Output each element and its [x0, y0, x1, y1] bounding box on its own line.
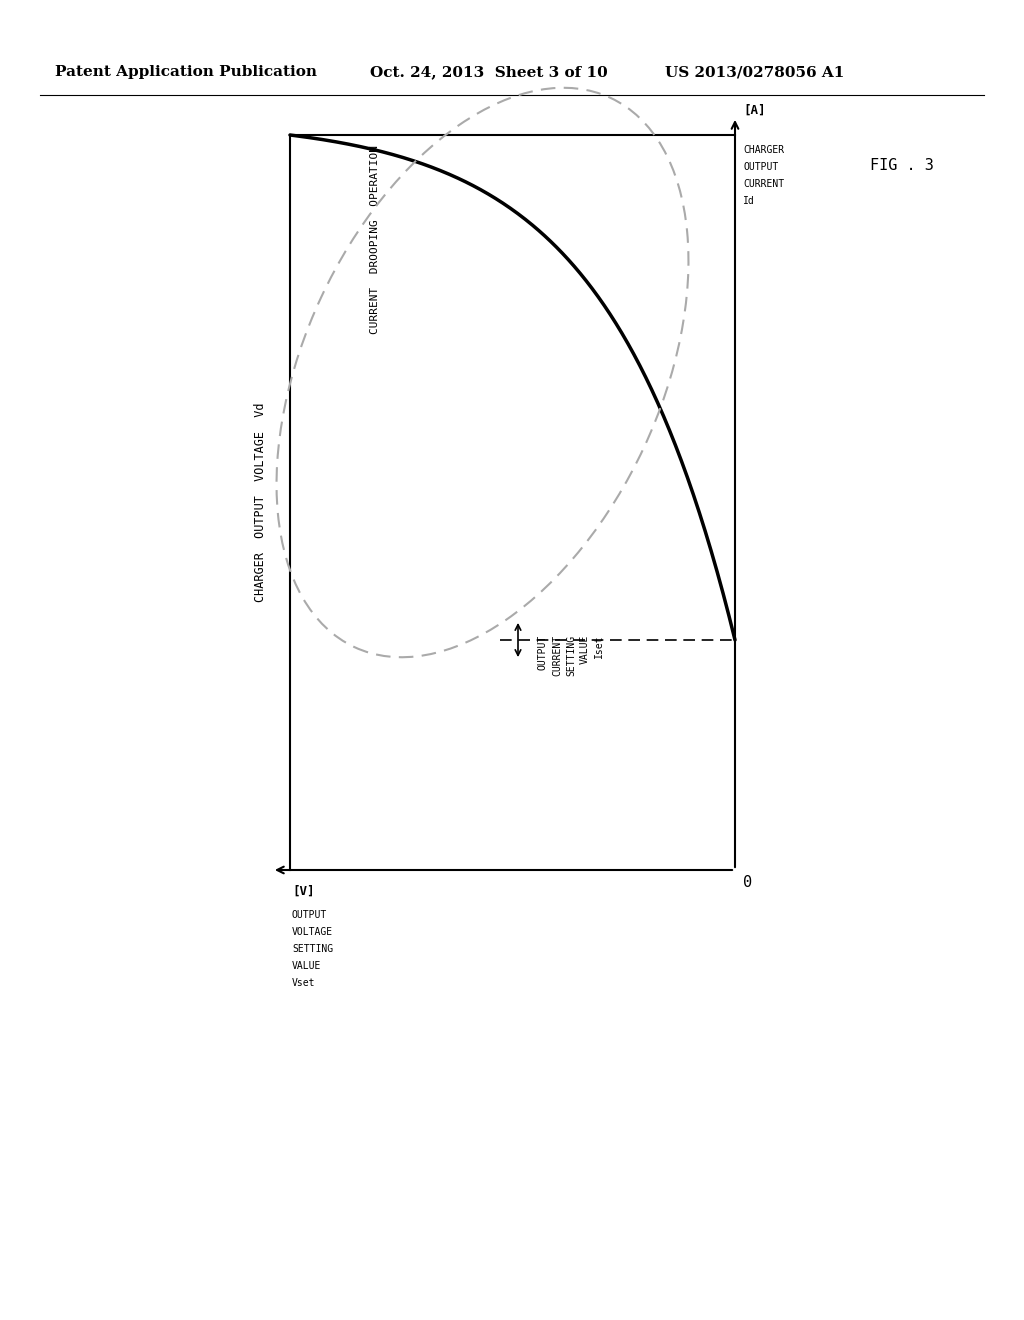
Text: Iset: Iset [594, 635, 604, 659]
Text: OUTPUT: OUTPUT [292, 909, 328, 920]
Text: US 2013/0278056 A1: US 2013/0278056 A1 [665, 65, 845, 79]
Text: OUTPUT: OUTPUT [743, 162, 778, 172]
Text: CURRENT  DROOPING  OPERATION: CURRENT DROOPING OPERATION [370, 145, 380, 334]
Text: SETTING: SETTING [292, 944, 333, 954]
Text: Id: Id [743, 195, 755, 206]
Text: VALUE: VALUE [580, 635, 590, 664]
Text: Vset: Vset [292, 978, 315, 987]
Text: VOLTAGE: VOLTAGE [292, 927, 333, 937]
Text: VALUE: VALUE [292, 961, 322, 972]
Text: CURRENT: CURRENT [743, 180, 784, 189]
Text: 0: 0 [743, 875, 752, 890]
Text: FIG . 3: FIG . 3 [870, 157, 934, 173]
Text: [V]: [V] [292, 884, 314, 898]
Text: CHARGER: CHARGER [743, 145, 784, 154]
Text: Patent Application Publication: Patent Application Publication [55, 65, 317, 79]
Text: OUTPUT: OUTPUT [538, 635, 548, 671]
Text: CURRENT: CURRENT [552, 635, 562, 676]
Text: CHARGER  OUTPUT  VOLTAGE  Vd: CHARGER OUTPUT VOLTAGE Vd [254, 403, 266, 602]
Text: Oct. 24, 2013  Sheet 3 of 10: Oct. 24, 2013 Sheet 3 of 10 [370, 65, 608, 79]
Text: [A]: [A] [743, 103, 766, 116]
Text: SETTING: SETTING [566, 635, 575, 676]
